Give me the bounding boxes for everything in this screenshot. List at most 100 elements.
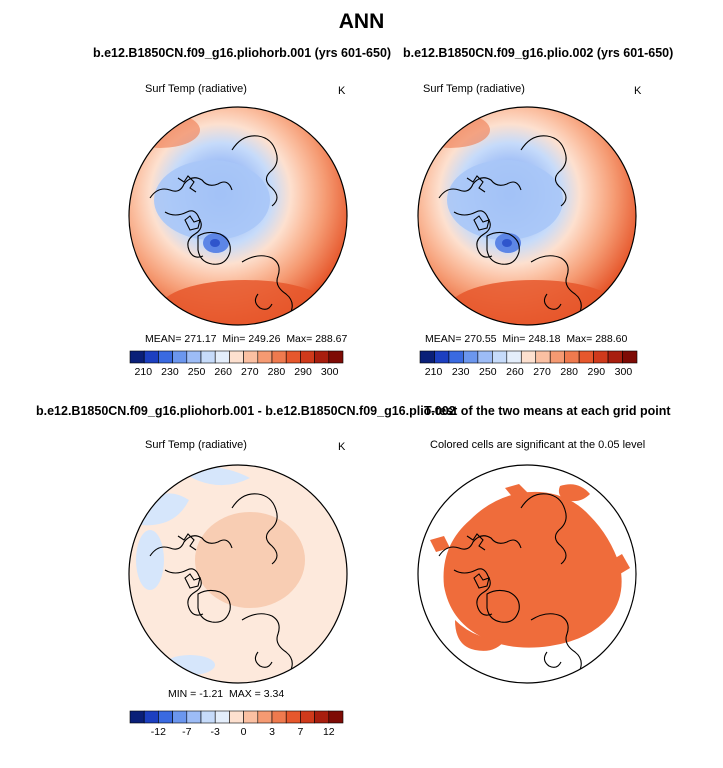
- map-bl-greenland: [197, 589, 231, 623]
- colorbar-bl-box: [328, 710, 344, 724]
- panel-tr-units: K: [634, 85, 642, 97]
- map-tr: [417, 106, 637, 326]
- colorbar-bl-box: [172, 710, 188, 724]
- panel-bl-units: K: [338, 441, 346, 453]
- panel-bl-variable: Surf Temp (radiative): [145, 439, 247, 451]
- colorbar-bl-box: [257, 710, 273, 724]
- colorbar-bl-box: [271, 710, 287, 724]
- panel-tr-variable: Surf Temp (radiative): [423, 83, 525, 95]
- map-br-coast-2: [453, 568, 493, 616]
- map-br-islands: [466, 533, 486, 551]
- colorbar-tr-tick-label: 280: [560, 366, 578, 378]
- colorbar-tl-tick-label: 260: [214, 366, 232, 378]
- map-tl: [128, 106, 348, 326]
- colorbar-tl-box: [285, 350, 301, 364]
- colorbar-bl-box: [285, 710, 301, 724]
- panel-tr-stats: MEAN= 270.55 Min= 248.18 Max= 288.60: [425, 333, 627, 345]
- colorbar-tr-tick-label: 260: [506, 366, 524, 378]
- colorbar-tr-box: [492, 350, 508, 364]
- map-tr-cold-region: [447, 160, 563, 240]
- panel-bl-max-label: MAX =: [229, 688, 261, 700]
- colorbar-tl-tick-label: 300: [321, 366, 339, 378]
- colorbar-bl-box: [158, 710, 173, 724]
- panel-br-case-title: T-test of the two means at each grid poi…: [424, 404, 671, 418]
- map-bl-coast-1: [149, 535, 233, 557]
- colorbar-bl: -12 -7 -3 0 3 7 12: [129, 710, 344, 738]
- colorbar-tl-box: [172, 350, 188, 364]
- colorbar-tl-tick-label: 230: [161, 366, 179, 378]
- panel-tl-max-label: Max=: [286, 333, 313, 345]
- panel-tr-min: 248.18: [528, 333, 561, 345]
- colorbar-tl-box: [200, 350, 216, 364]
- colorbar-tl-box: [229, 350, 244, 364]
- colorbar-tl-box: [143, 350, 159, 364]
- colorbar-tl-box: [328, 350, 344, 364]
- map-tl-coast-2: [164, 210, 204, 258]
- colorbar-tl-tick-label: 210: [135, 366, 153, 378]
- colorbar-tl-box: [214, 350, 230, 364]
- colorbar-bl-box: [186, 710, 202, 724]
- map-br-significant-s: [455, 620, 505, 651]
- colorbar-tr-box: [434, 350, 450, 364]
- colorbar-bl-tick-label: -12: [151, 726, 166, 738]
- panel-tl-stats: MEAN= 271.17 Min= 249.26 Max= 288.67: [145, 333, 347, 345]
- map-bl-warm-center: [195, 512, 305, 608]
- colorbar-tr-box: [419, 350, 435, 364]
- panel-tl-case-title: b.e12.B1850CN.f09_g16.pliohorb.001 (yrs …: [93, 46, 392, 60]
- colorbar-bl-box: [129, 710, 145, 724]
- map-br-border: [417, 464, 637, 684]
- map-tl-coast-3: [231, 135, 278, 207]
- map-tr-border: [417, 106, 637, 326]
- colorbar-tr-tick-label: 270: [533, 366, 551, 378]
- colorbar-tl-box: [186, 350, 202, 364]
- colorbar-tl-tick-label: 280: [268, 366, 286, 378]
- map-br-island-2: [473, 573, 490, 589]
- map-tr-coast-4: [543, 293, 562, 310]
- map-tr-coast-3: [520, 135, 567, 207]
- panel-tl-mean-label: MEAN=: [145, 333, 182, 345]
- map-bl-cool-w: [136, 530, 164, 590]
- colorbar-tr-box: [549, 350, 565, 364]
- panel-bl-min: -1.21: [199, 688, 224, 700]
- panel-bl-min-label: MIN =: [168, 688, 197, 700]
- map-tr-coast-2: [453, 210, 493, 258]
- map-br-greenland: [486, 589, 520, 623]
- map-br: [417, 464, 637, 684]
- colorbar-tl-box: [314, 350, 330, 364]
- colorbar-tl-box: [300, 350, 315, 364]
- colorbar-tr-tick-label: 300: [615, 366, 633, 378]
- map-bl-border: [128, 464, 348, 684]
- colorbar-tl-box: [158, 350, 173, 364]
- panel-br-note: Colored cells are significant at the 0.0…: [430, 439, 646, 451]
- map-bl-coast-4: [254, 651, 273, 668]
- map-bl: [128, 464, 348, 684]
- colorbar-bl-box: [143, 710, 159, 724]
- colorbar-tr-box: [593, 350, 609, 364]
- colorbar-tl-tick-label: 250: [188, 366, 206, 378]
- colorbar-tr-box: [607, 350, 623, 364]
- map-tr-islands: [466, 175, 486, 193]
- colorbar-bl-box: [314, 710, 330, 724]
- map-tr-coastlines: [438, 135, 582, 323]
- map-tl-islands: [177, 175, 197, 193]
- panel-tr-max: 288.60: [595, 333, 628, 345]
- map-tr-coast-1: [438, 177, 522, 199]
- colorbar-bl-tick-label: 12: [323, 726, 335, 738]
- colorbar-tl-box: [257, 350, 273, 364]
- colorbar-tr-tick-label: 250: [479, 366, 497, 378]
- colorbar-bl-box: [214, 710, 230, 724]
- map-br-coast-4: [543, 651, 562, 668]
- colorbar-tr-tick-label: 290: [588, 366, 606, 378]
- panel-tr-mean-label: MEAN=: [425, 333, 462, 345]
- colorbar-bl-tick-label: 7: [297, 726, 303, 738]
- panel-tl-mean: 271.17: [184, 333, 217, 345]
- map-tl-greenland: [197, 231, 231, 265]
- map-tl-warm-south: [160, 280, 330, 325]
- panel-bl-stats: MIN = -1.21 MAX = 3.34: [168, 688, 284, 700]
- colorbar-tl: 210 230 250 260 270 280 290 300: [129, 350, 344, 378]
- map-br-significant-w: [430, 536, 450, 552]
- map-tl-cold-region: [154, 160, 270, 240]
- colorbar-tr-tick-label: 230: [452, 366, 470, 378]
